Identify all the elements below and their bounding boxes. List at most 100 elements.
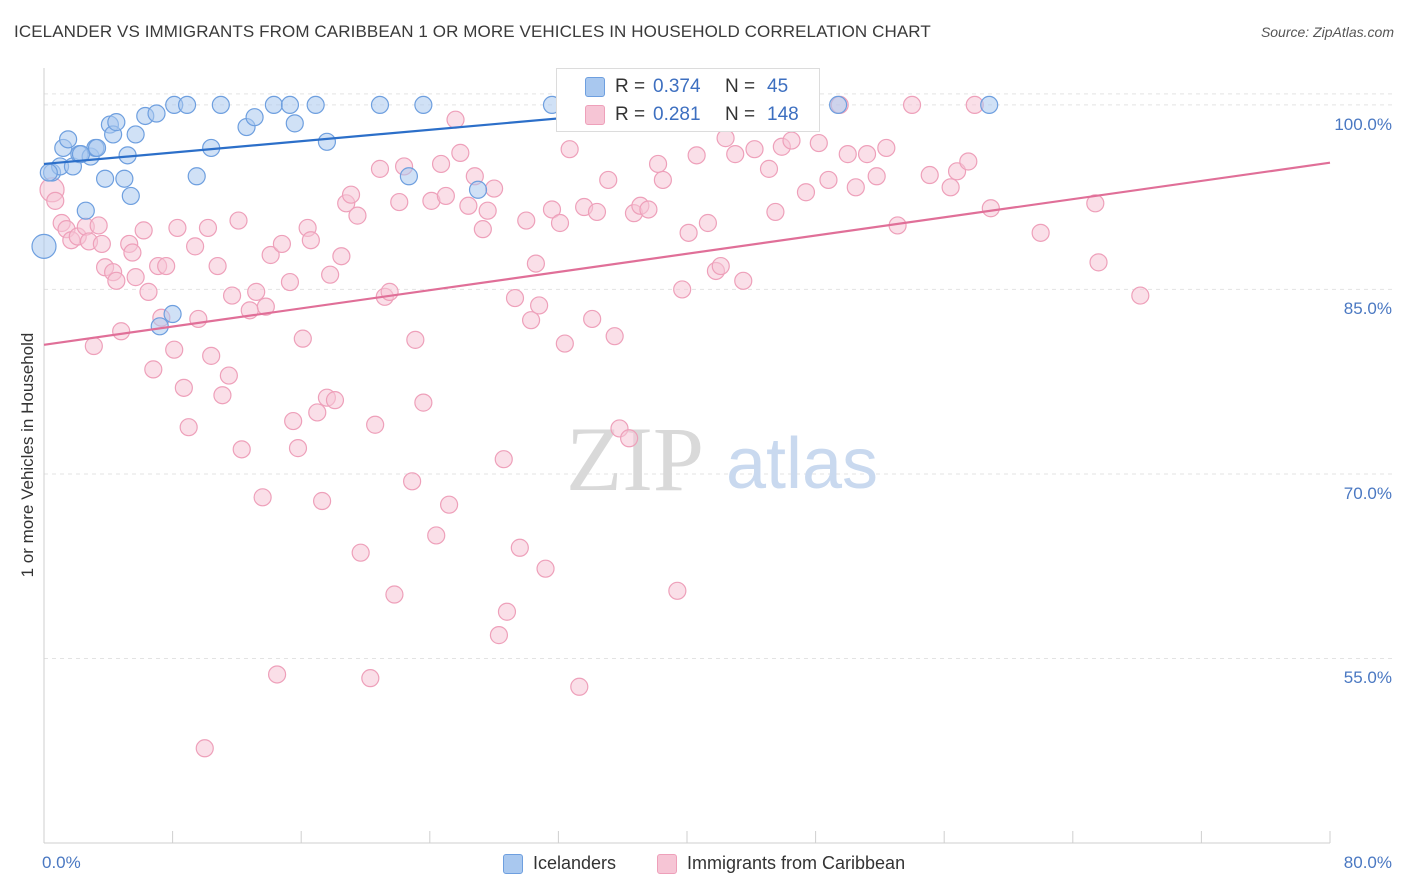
legend-swatch-blue bbox=[503, 853, 523, 874]
caribbean-point bbox=[542, 200, 562, 219]
stats-row-caribbean: R = 0.281 N = 148 bbox=[557, 101, 819, 129]
source-label: Source: ZipAtlas.com bbox=[1260, 24, 1394, 40]
caribbean-point bbox=[473, 220, 492, 239]
icelander-point bbox=[317, 132, 337, 151]
caribbean-point bbox=[351, 543, 370, 562]
caribbean-point bbox=[902, 95, 922, 115]
stats-n-value: 148 bbox=[767, 104, 799, 125]
icelander-point bbox=[414, 95, 433, 115]
caribbean-point bbox=[341, 185, 361, 204]
caribbean-point bbox=[92, 234, 111, 254]
caribbean-point bbox=[734, 271, 753, 290]
chart-title: ICELANDER VS IMMIGRANTS FROM CARIBBEAN 1… bbox=[14, 22, 931, 41]
icelander-point bbox=[370, 95, 390, 115]
caribbean-point bbox=[857, 145, 877, 164]
icelander-point bbox=[107, 113, 126, 132]
legend-swatch-pink bbox=[657, 853, 677, 874]
icelander-point bbox=[115, 169, 134, 188]
legend-label-icelanders: Icelanders bbox=[533, 853, 617, 873]
caribbean-point bbox=[325, 391, 345, 410]
caribbean-point bbox=[189, 309, 208, 329]
watermark: ZIP atlas bbox=[566, 408, 878, 510]
caribbean-point bbox=[981, 199, 1000, 218]
caribbean-point bbox=[517, 211, 536, 230]
caribbean-point bbox=[526, 254, 545, 273]
stats-n-label: N = bbox=[725, 104, 756, 125]
trendline-caribbean bbox=[43, 161, 1331, 346]
caribbean-point bbox=[555, 334, 574, 353]
icelander-point bbox=[399, 167, 419, 186]
caribbean-point bbox=[348, 206, 367, 225]
stats-r-label: R = bbox=[615, 104, 646, 125]
caribbean-point bbox=[361, 669, 380, 688]
caribbean-point bbox=[521, 311, 541, 330]
icelander-point bbox=[829, 95, 848, 115]
caribbean-point bbox=[107, 271, 126, 290]
caribbean-point bbox=[530, 296, 549, 315]
caribbean-point bbox=[403, 472, 422, 491]
caribbean-point bbox=[179, 418, 198, 437]
caribbean-point bbox=[436, 186, 455, 206]
caribbean-point bbox=[1131, 286, 1150, 305]
caribbean-point bbox=[165, 340, 184, 359]
icelander-point bbox=[76, 201, 95, 220]
stats-legend: R = 0.374 N = 45 R = 0.281 N = 148 bbox=[556, 68, 820, 132]
icelander-point bbox=[177, 95, 197, 115]
caribbean-point bbox=[213, 386, 232, 405]
caribbean-point bbox=[782, 131, 801, 150]
caribbean-point bbox=[267, 665, 287, 684]
caribbean-point bbox=[293, 329, 312, 348]
x-tick-max: 80.0% bbox=[1343, 853, 1392, 872]
caribbean-point bbox=[819, 170, 838, 190]
y-tick-label: 55.0% bbox=[1343, 668, 1392, 688]
stats-r-value: 0.374 bbox=[653, 76, 701, 97]
caribbean-point bbox=[256, 297, 275, 316]
icelander-point bbox=[87, 138, 107, 158]
caribbean-point bbox=[687, 146, 706, 165]
stats-r-value: 0.281 bbox=[653, 104, 701, 125]
caribbean-point bbox=[332, 247, 351, 266]
caribbean-point bbox=[46, 191, 65, 210]
caribbean-point bbox=[157, 256, 176, 276]
watermark-zip: ZIP bbox=[566, 408, 704, 510]
caribbean-point bbox=[427, 526, 446, 545]
caribbean-point bbox=[668, 581, 687, 600]
caribbean-point bbox=[222, 286, 242, 305]
icelander-point bbox=[285, 114, 304, 133]
caribbean-point bbox=[112, 322, 131, 341]
caribbean-point bbox=[698, 213, 717, 233]
icelander-point bbox=[163, 304, 182, 324]
caribbean-point bbox=[759, 159, 779, 178]
caribbean-point bbox=[867, 167, 886, 186]
caribbean-point bbox=[838, 145, 857, 164]
caribbean-point bbox=[570, 677, 589, 696]
caribbean-point bbox=[673, 280, 692, 299]
caribbean-point bbox=[431, 154, 451, 174]
stats-swatch-pink bbox=[585, 105, 605, 125]
caribbean-point bbox=[208, 256, 227, 276]
y-tick-label: 100.0% bbox=[1334, 114, 1392, 134]
caribbean-point bbox=[321, 265, 340, 284]
caribbean-point bbox=[202, 346, 221, 365]
legend-item-caribbean[interactable]: Immigrants from Caribbean bbox=[657, 853, 905, 874]
caribbean-point bbox=[1086, 194, 1105, 213]
caribbean-point bbox=[745, 140, 764, 159]
caribbean-point bbox=[459, 196, 478, 215]
caribbean-point bbox=[711, 256, 730, 276]
caribbean-point bbox=[168, 218, 187, 238]
icelander-point bbox=[31, 233, 57, 259]
icelander-point bbox=[187, 167, 206, 186]
icelander-point bbox=[468, 180, 488, 199]
legend-item-icelanders[interactable]: Icelanders bbox=[503, 853, 616, 874]
caribbean-point bbox=[219, 366, 238, 385]
caribbean-point bbox=[1031, 223, 1050, 242]
caribbean-point bbox=[390, 192, 409, 212]
icelander-point bbox=[121, 186, 140, 206]
icelander-point bbox=[211, 95, 230, 115]
caribbean-point bbox=[796, 183, 816, 202]
stats-n-label: N = bbox=[725, 76, 756, 97]
caribbean-point bbox=[126, 268, 145, 287]
caribbean-point bbox=[489, 626, 509, 645]
caribbean-point bbox=[380, 282, 399, 301]
